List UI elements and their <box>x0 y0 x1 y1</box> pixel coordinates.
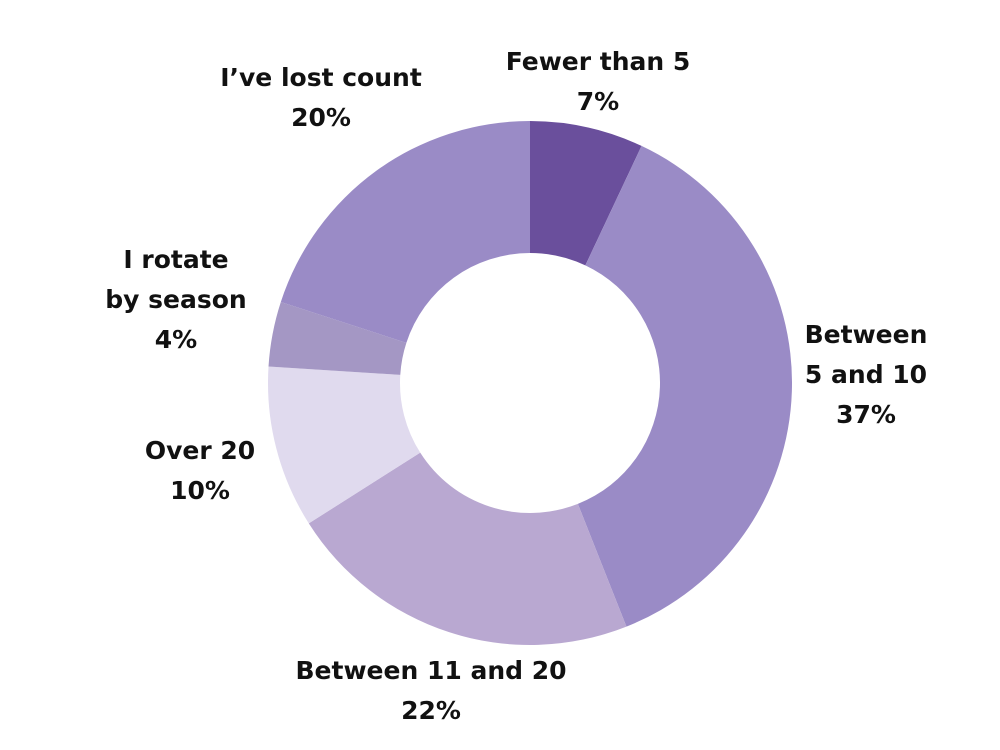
slice-value-label: 20% <box>291 103 351 132</box>
slice-label: Between 11 and 20 <box>295 656 566 685</box>
donut-slice <box>268 366 421 524</box>
slice-label: Fewer than 5 <box>506 47 691 76</box>
slice-labels: Fewer than 5 7% Between 5 and 10 37% Between … <box>105 47 927 725</box>
slice-value-label: 4% <box>155 325 197 354</box>
slice-value-label: 22% <box>401 696 461 725</box>
slice-label: I’ve lost count <box>220 63 422 92</box>
slice-label: I rotate <box>123 245 228 274</box>
slice-value-label: 37% <box>836 400 896 429</box>
slice-label: Over 20 <box>145 436 255 465</box>
slice-label: 5 and 10 <box>805 360 927 389</box>
donut-slice <box>280 121 530 343</box>
slice-label: by season <box>105 285 246 314</box>
donut-slices <box>268 121 792 645</box>
donut-slice <box>268 302 407 375</box>
slice-label: Between <box>805 320 928 349</box>
slice-value-label: 7% <box>577 87 619 116</box>
donut-slice <box>308 452 627 645</box>
donut-slice <box>530 121 642 266</box>
slice-value-label: 10% <box>170 476 230 505</box>
donut-slice <box>577 145 792 627</box>
